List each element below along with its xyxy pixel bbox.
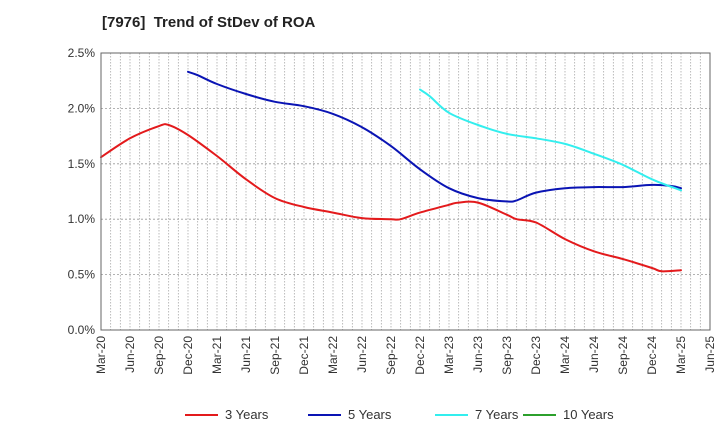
x-tick-label: Sep-21 <box>268 336 282 375</box>
x-tick-label: Jun-23 <box>471 336 485 373</box>
x-tick-label: Sep-24 <box>616 336 630 375</box>
x-tick-label: Jun-21 <box>239 336 253 373</box>
x-tick-label: Jun-20 <box>123 336 137 373</box>
x-tick-label: Sep-23 <box>500 336 514 375</box>
grid <box>101 53 710 330</box>
x-tick-label: Sep-22 <box>384 336 398 375</box>
legend-label-7-years: 7 Years <box>475 407 519 422</box>
y-tick-label: 2.0% <box>68 101 96 115</box>
x-tick-label: Mar-23 <box>442 336 456 374</box>
x-tick-label: Jun-22 <box>355 336 369 373</box>
chart-title: [7976] Trend of StDev of ROA <box>102 14 316 31</box>
x-tick-label: Sep-20 <box>152 336 166 375</box>
series-lines <box>100 70 682 273</box>
y-tick-label: 1.5% <box>68 157 96 171</box>
x-tick-label: Dec-23 <box>529 336 543 375</box>
y-tick-label: 0.0% <box>68 323 96 337</box>
series-line-5-years <box>187 70 682 203</box>
x-tick-label: Mar-21 <box>210 336 224 374</box>
x-tick-label: Mar-22 <box>326 336 340 374</box>
legend-label-3-years: 3 Years <box>225 407 269 422</box>
x-tick-label: Mar-20 <box>94 336 108 374</box>
x-tick-label: Mar-24 <box>558 336 572 374</box>
y-tick-label: 0.5% <box>68 268 96 282</box>
legend-label-10-years: 10 Years <box>563 407 614 422</box>
x-tick-label: Dec-22 <box>413 336 427 375</box>
x-tick-label: Jun-24 <box>587 336 601 373</box>
legend: 3 Years 5 Years 7 Years 10 Years <box>185 407 614 422</box>
series-line-3-years <box>100 123 682 273</box>
x-axis-ticks: Mar-20 Jun-20 Sep-20 Dec-20 Mar-21 Jun-21 Sep-… <box>94 336 717 375</box>
y-tick-label: 2.5% <box>68 46 96 60</box>
x-tick-label: Dec-24 <box>645 336 659 375</box>
y-axis-ticks: 0.0% 0.5% 1.0% 1.5% 2.0% 2.5% <box>68 46 96 337</box>
x-tick-label: Jun-25 <box>703 336 717 373</box>
x-tick-label: Mar-25 <box>674 336 688 374</box>
legend-label-5-years: 5 Years <box>348 407 392 422</box>
plot-frame <box>100 52 711 331</box>
plot-border <box>100 52 711 331</box>
series-line-7-years <box>419 88 682 192</box>
x-tick-label: Dec-21 <box>297 336 311 375</box>
x-tick-label: Dec-20 <box>181 336 195 375</box>
y-tick-label: 1.0% <box>68 212 96 226</box>
